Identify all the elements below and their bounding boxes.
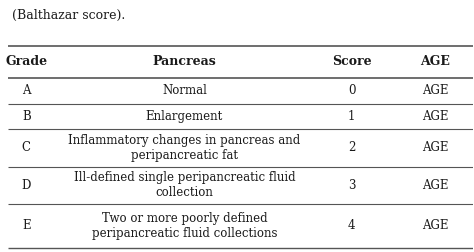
Text: A: A bbox=[22, 84, 31, 97]
Text: 4: 4 bbox=[348, 219, 356, 232]
Text: Normal: Normal bbox=[162, 84, 207, 97]
Text: Pancreas: Pancreas bbox=[153, 55, 216, 69]
Text: B: B bbox=[22, 110, 31, 123]
Text: 0: 0 bbox=[348, 84, 356, 97]
Text: AGE: AGE bbox=[422, 219, 449, 232]
Text: Enlargement: Enlargement bbox=[146, 110, 223, 123]
Text: AGE: AGE bbox=[422, 179, 449, 192]
Text: 2: 2 bbox=[348, 141, 356, 154]
Text: D: D bbox=[22, 179, 31, 192]
Text: 1: 1 bbox=[348, 110, 356, 123]
Text: Inflammatory changes in pancreas and
peripancreatic fat: Inflammatory changes in pancreas and per… bbox=[68, 134, 301, 162]
Text: (Balthazar score).: (Balthazar score). bbox=[12, 9, 126, 22]
Text: AGE: AGE bbox=[420, 55, 450, 69]
Text: 3: 3 bbox=[348, 179, 356, 192]
Text: AGE: AGE bbox=[422, 84, 449, 97]
Text: Ill-defined single peripancreatic fluid
collection: Ill-defined single peripancreatic fluid … bbox=[73, 171, 295, 199]
Text: Grade: Grade bbox=[5, 55, 47, 69]
Text: E: E bbox=[22, 219, 31, 232]
Text: Two or more poorly defined
peripancreatic fluid collections: Two or more poorly defined peripancreati… bbox=[91, 212, 277, 240]
Text: C: C bbox=[22, 141, 31, 154]
Text: AGE: AGE bbox=[422, 110, 449, 123]
Text: Score: Score bbox=[332, 55, 372, 69]
Text: AGE: AGE bbox=[422, 141, 449, 154]
